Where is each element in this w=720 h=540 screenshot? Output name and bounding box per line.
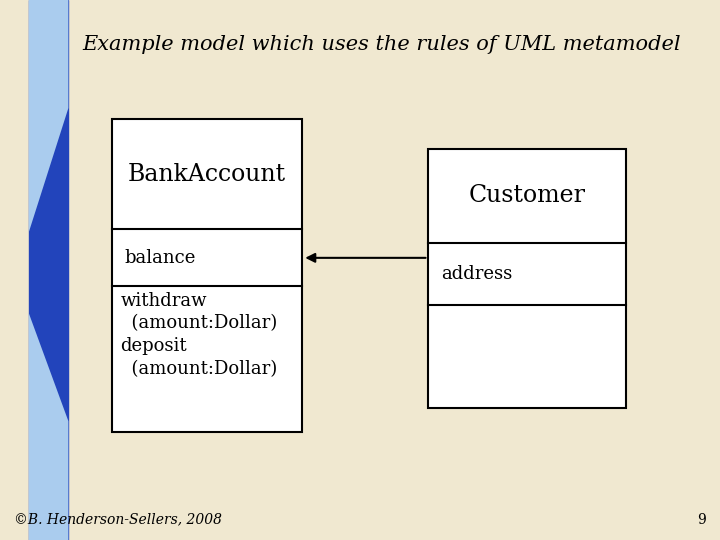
Text: BankAccount: BankAccount xyxy=(128,163,286,186)
Text: ©B. Henderson-Sellers, 2008: ©B. Henderson-Sellers, 2008 xyxy=(14,512,222,526)
Bar xyxy=(112,119,302,432)
Bar xyxy=(29,0,68,540)
Text: Example model which uses the rules of UML metamodel: Example model which uses the rules of UM… xyxy=(83,35,681,54)
Text: 9: 9 xyxy=(697,512,706,526)
Text: Customer: Customer xyxy=(469,184,586,207)
Text: balance: balance xyxy=(125,249,196,267)
Polygon shape xyxy=(29,0,68,232)
Polygon shape xyxy=(29,313,68,540)
Text: withdraw
  (amount:Dollar)
deposit
  (amount:Dollar): withdraw (amount:Dollar) deposit (amount… xyxy=(120,292,277,379)
Bar xyxy=(428,148,626,408)
Text: address: address xyxy=(441,265,513,283)
